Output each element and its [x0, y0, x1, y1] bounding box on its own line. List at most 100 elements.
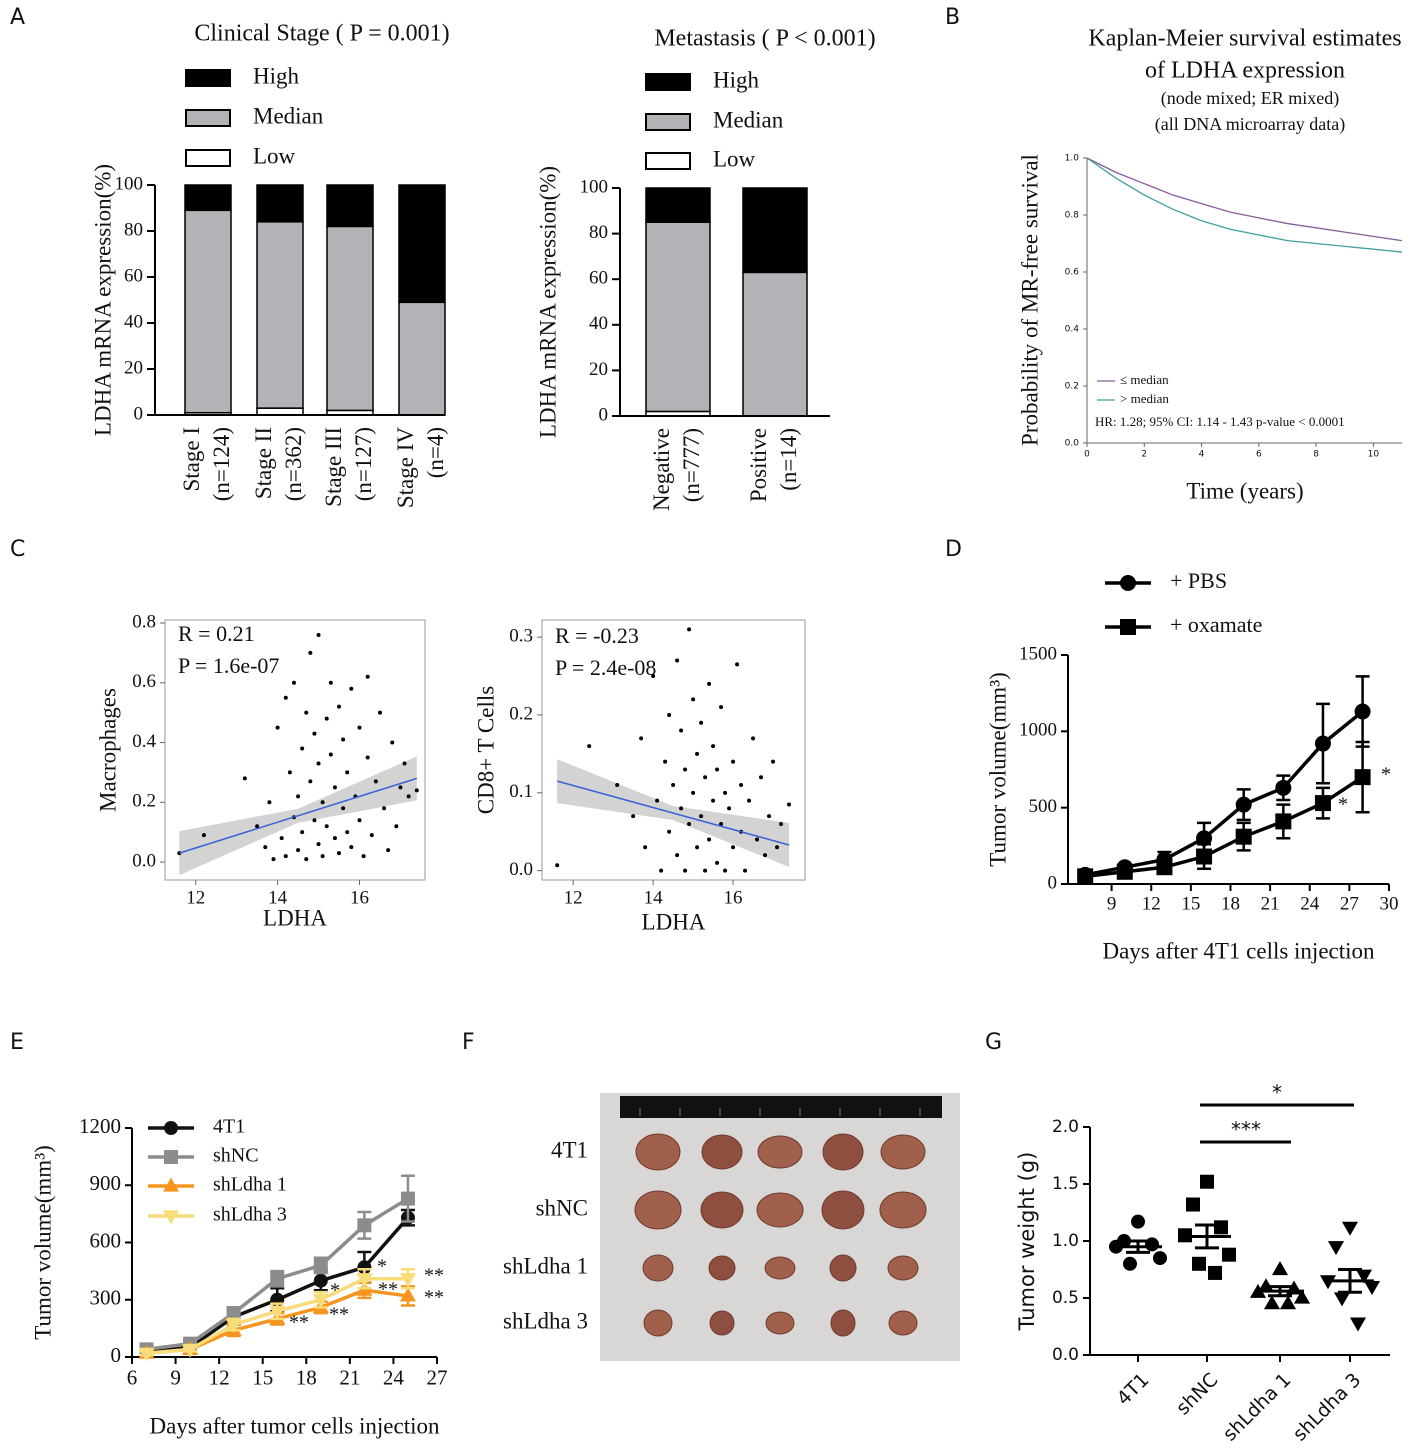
x-tick-label: Stage II (n=362) — [251, 427, 306, 501]
scatter-point — [300, 830, 305, 835]
scatter-point — [377, 710, 382, 715]
x-tick-label: 12 — [209, 1366, 230, 1390]
tumor — [880, 1134, 926, 1170]
panel-label: G — [985, 1030, 1002, 1055]
tumor — [635, 1133, 681, 1171]
x-axis-label: LDHA — [263, 905, 327, 930]
ruler — [620, 1096, 942, 1118]
annotation: P = 2.4e-08 — [555, 655, 656, 680]
survival-line — [1086, 157, 1403, 242]
data-point — [1354, 769, 1371, 786]
y-axis-label: Macrophages — [95, 688, 120, 812]
bar-segment — [742, 187, 808, 274]
y-tick-label: 0.2 — [1065, 382, 1079, 392]
scatter-point — [332, 785, 337, 790]
x-tick-label: shLdha 3 — [1289, 1369, 1366, 1446]
row-label: shNC — [536, 1195, 588, 1220]
data-point — [1077, 868, 1094, 885]
y-tick-label: 80 — [124, 219, 143, 240]
scatter-point — [337, 851, 342, 856]
scatter-point — [304, 710, 309, 715]
y-tick-label: 0.8 — [132, 611, 156, 632]
scatter-point — [365, 674, 370, 679]
scatter-point — [386, 848, 391, 853]
chart-title: of LDHA expression — [1145, 58, 1345, 84]
row-label: shLdha 3 — [503, 1308, 588, 1333]
scatter-point — [263, 845, 268, 850]
bar-segment — [256, 221, 304, 409]
scatter-point — [320, 854, 325, 859]
annotation: * — [1381, 764, 1391, 786]
scatter-point — [615, 783, 620, 788]
scatter-point — [755, 837, 760, 842]
data-point — [1327, 1241, 1345, 1256]
annotation: P = 1.6e-07 — [178, 653, 279, 678]
annotation: R = 0.21 — [178, 621, 255, 646]
x-tick-label: 14 — [268, 888, 288, 909]
x-tick-label: 16 — [350, 888, 369, 909]
scatter-point — [651, 674, 656, 679]
scatter-point — [365, 755, 370, 760]
x-tick-label: 2 — [1141, 449, 1147, 459]
scatter-point — [767, 814, 772, 819]
scatter-point — [255, 824, 260, 829]
y-axis-label: Probability of MR-free survival — [1017, 154, 1042, 446]
scatter-point — [279, 836, 284, 841]
data-point — [400, 1191, 415, 1206]
scatter-point — [667, 829, 672, 834]
scatter-point — [316, 761, 321, 766]
data-point — [1186, 1197, 1200, 1212]
scatter-point — [719, 821, 724, 826]
annotation: HR: 1.28; 95% CI: 1.14 - 1.43 p-value < … — [1095, 414, 1345, 429]
legend-swatch — [185, 149, 231, 167]
y-tick-label: 0.1 — [509, 781, 533, 802]
y-tick-label: 0.4 — [132, 731, 156, 752]
scatter-point — [739, 783, 744, 788]
data-point — [1131, 1214, 1145, 1229]
scatter-point — [287, 770, 292, 775]
error-bar — [1268, 1285, 1292, 1298]
chart-subtitle: (all DNA microarray data) — [1155, 114, 1345, 135]
tumor — [756, 1192, 804, 1228]
data-point — [1196, 830, 1213, 847]
tumor — [643, 1309, 673, 1337]
tumor — [888, 1310, 918, 1336]
data-point — [1214, 1220, 1228, 1235]
scatter-point — [587, 744, 592, 749]
y-tick-label: 0.3 — [509, 625, 533, 646]
scatter-point — [671, 783, 676, 788]
legend-label: ≤ median — [1120, 372, 1169, 387]
error-bar — [1338, 1268, 1362, 1294]
data-point — [1263, 1295, 1281, 1310]
annotation: ** — [424, 1265, 444, 1287]
x-tick-label: 9 — [170, 1366, 181, 1390]
data-point — [1208, 1265, 1222, 1280]
scatter-point — [328, 752, 333, 757]
scatter-point — [691, 790, 696, 795]
x-tick-label: Stage IV (n=4) — [393, 427, 448, 509]
data-point — [138, 1347, 155, 1362]
scatter-point — [304, 857, 309, 862]
data-point — [182, 1343, 199, 1358]
scatter-point — [715, 860, 720, 865]
y-tick-label: 0 — [134, 403, 144, 424]
y-tick-label: 0.6 — [1065, 268, 1080, 278]
scatter-point — [349, 686, 354, 691]
y-tick-label: 900 — [90, 1171, 122, 1195]
scatter-point — [390, 740, 395, 745]
y-tick-label: 40 — [589, 313, 608, 334]
data-point — [357, 1260, 372, 1275]
legend-marker — [164, 1150, 178, 1164]
scatter-point — [687, 821, 692, 826]
scatter-point — [699, 720, 704, 725]
data-point — [356, 1273, 373, 1288]
data-point — [1257, 1278, 1275, 1293]
scatter-point — [695, 751, 700, 756]
y-tick-label: 100 — [115, 173, 144, 194]
scatter-point — [402, 761, 407, 766]
annotation: * — [330, 1280, 340, 1302]
annotation: ** — [424, 1287, 444, 1309]
tumor — [765, 1311, 795, 1335]
data-point — [1156, 859, 1173, 876]
